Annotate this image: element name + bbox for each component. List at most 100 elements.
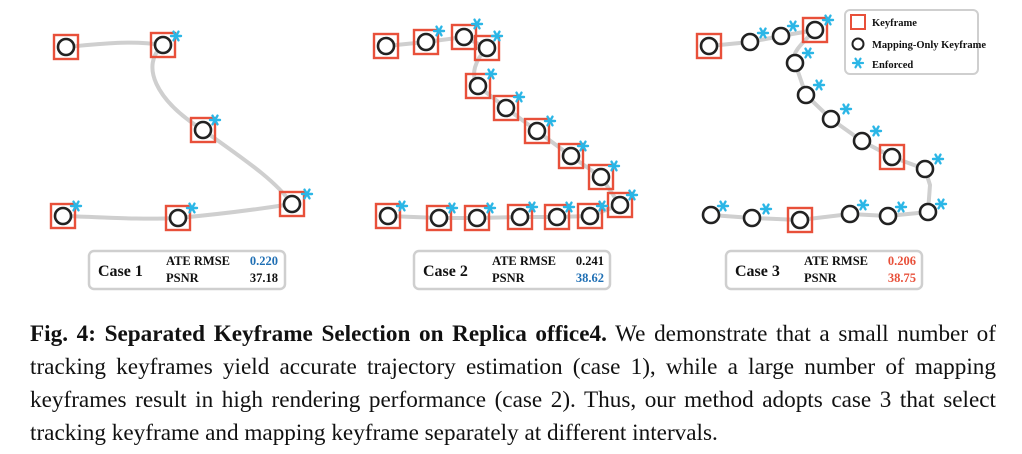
keyframe-node: [580, 206, 600, 226]
mapping-only-node: [878, 206, 898, 226]
keyframe-node: [282, 194, 302, 214]
enforced-star-icon: [934, 198, 948, 210]
mapping-only-node: [742, 208, 762, 228]
figure-caption-body: We demonstrate that a small number of tr…: [30, 321, 996, 446]
keyframe-box: [374, 202, 402, 230]
keyframe-box: [189, 116, 217, 144]
enforced-star-icon: [801, 47, 815, 59]
legend-enforced-label: Enforced: [872, 60, 913, 71]
keyframe-box: [463, 204, 491, 232]
keyframe-node: [53, 206, 73, 226]
keyframe-box: [523, 117, 551, 145]
keyframe-node: [193, 120, 213, 140]
keyframe-box: [164, 204, 192, 232]
keyframe-box: [278, 190, 306, 218]
metric-name: ATE RMSE: [492, 254, 556, 268]
legend-keyframe-icon: [850, 14, 866, 30]
keyframe-node: [805, 20, 825, 40]
keyframe-node: [699, 36, 719, 56]
keyframe-node: [378, 206, 398, 226]
keyframe-node: [467, 208, 487, 228]
keyframe-figure: Keyframe Mapping-Only Keyframe Enforced …: [49, 9, 986, 291]
keyframe-node: [416, 32, 436, 52]
metric-value: 38.75: [888, 271, 916, 285]
metric-name: ATE RMSE: [804, 254, 868, 268]
legend-mapping-only-label: Mapping-Only Keyframe: [872, 40, 986, 51]
metric-name: PSNR: [492, 271, 526, 285]
keyframe-box: [492, 94, 520, 122]
enforced-star-icon: [716, 200, 730, 212]
enforced-star-icon: [839, 103, 853, 115]
trajectory-case-2: [384, 34, 624, 220]
metric-name: PSNR: [804, 271, 838, 285]
keyframe-node: [468, 76, 488, 96]
keyframe-node: [527, 121, 547, 141]
mapping-only-node: [701, 205, 721, 225]
enforced-star-icon: [931, 153, 945, 165]
keyframe-box: [587, 163, 615, 191]
keyframe-box: [149, 31, 177, 59]
keyframe-box: [606, 191, 634, 219]
keyframe-node: [547, 207, 567, 227]
keyframe-node: [510, 207, 530, 227]
enforced-star-icon: [756, 27, 770, 39]
enforced-star-icon: [759, 203, 773, 215]
keyframe-box: [473, 34, 501, 62]
keyframe-box: [49, 202, 77, 230]
keyframe-box: [878, 143, 906, 171]
keyframe-box: [801, 16, 829, 44]
enforced-star-icon: [490, 30, 504, 42]
keyframe-box: [464, 72, 492, 100]
keyframe-node: [429, 208, 449, 228]
enforced-star-icon: [894, 201, 908, 213]
keyframe-node: [790, 210, 810, 230]
keyframe-node: [168, 208, 188, 228]
figure-label: Fig. 4:: [30, 321, 96, 347]
keyframe-node: [496, 98, 516, 118]
case-label: Case 1: [98, 263, 143, 280]
legend-keyframe-label: Keyframe: [872, 18, 917, 29]
trajectory-case-1: [61, 40, 296, 221]
legend: Keyframe Mapping-Only Keyframe Enforced: [844, 9, 986, 75]
keyframe-box: [425, 204, 453, 232]
case-1-box: Case 1 ATE RMSE 0.220 PSNR 37.18: [87, 249, 287, 291]
mapping-only-node: [821, 109, 841, 129]
enforced-star-icon: [869, 125, 883, 137]
mapping-only-node: [852, 131, 872, 151]
keyframe-box: [543, 203, 571, 231]
keyframe-node: [454, 27, 474, 47]
keyframe-node: [561, 146, 581, 166]
case-label: Case 2: [423, 263, 468, 280]
keyframe-node: [56, 37, 76, 57]
keyframe-node: [591, 167, 611, 187]
metric-value: 37.18: [250, 271, 278, 285]
mapping-only-node: [840, 204, 860, 224]
enforced-star-icon: [856, 199, 870, 211]
mapping-only-node: [771, 26, 791, 46]
keyframe-box: [576, 202, 604, 230]
legend-mapping-only-icon: [851, 37, 865, 51]
mapping-only-node: [796, 85, 816, 105]
metric-name: ATE RMSE: [166, 254, 230, 268]
case-3-box: Case 3 ATE RMSE 0.206 PSNR 38.75: [724, 249, 924, 291]
enforced-star-icon: [812, 79, 826, 91]
keyframe-node: [153, 35, 173, 55]
figure-caption: Fig. 4: Separated Keyframe Selection on …: [30, 318, 996, 450]
case-label: Case 3: [735, 263, 780, 280]
metric-value: 0.206: [888, 254, 916, 268]
keyframe-box: [412, 28, 440, 56]
keyframe-node: [376, 36, 396, 56]
figure-title: Separated Keyframe Selection on Replica …: [104, 321, 607, 347]
keyframe-box: [695, 32, 723, 60]
keyframe-box: [557, 142, 585, 170]
mapping-only-node: [915, 159, 935, 179]
keyframe-node: [882, 147, 902, 167]
case-2-box: Case 2 ATE RMSE 0.241 PSNR 38.62: [412, 249, 612, 291]
metric-value: 0.220: [250, 254, 278, 268]
enforced-star-icon: [786, 20, 800, 32]
mapping-only-node: [740, 32, 760, 52]
keyframe-node: [477, 38, 497, 58]
metric-name: PSNR: [166, 271, 200, 285]
mapping-only-node: [785, 53, 805, 73]
keyframe-node: [610, 195, 630, 215]
